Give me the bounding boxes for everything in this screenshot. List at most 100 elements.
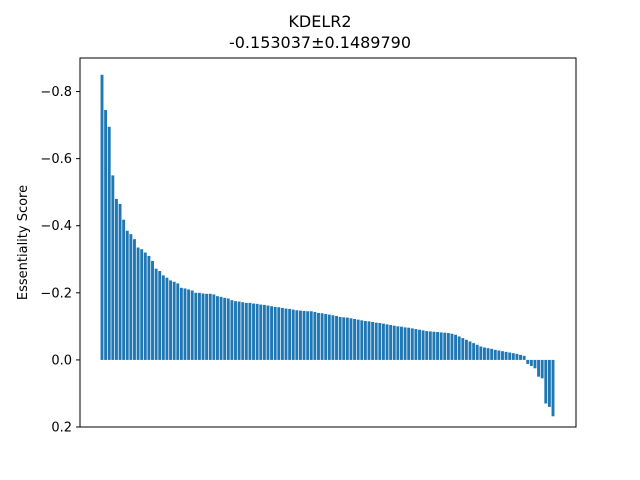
bar <box>154 268 158 360</box>
bar <box>187 289 191 360</box>
bar <box>504 351 508 360</box>
chart-title: KDELR2 <box>288 12 352 31</box>
bar <box>519 354 522 360</box>
bar <box>226 298 230 360</box>
bar <box>223 297 227 360</box>
plot-frame <box>79 57 577 428</box>
bar <box>270 306 274 360</box>
bar <box>493 349 497 360</box>
bar <box>457 336 461 360</box>
bar <box>299 310 302 360</box>
bar <box>378 323 382 360</box>
bar <box>446 333 450 360</box>
bar <box>259 304 263 360</box>
bar <box>255 303 259 360</box>
bar <box>219 296 223 360</box>
bar <box>309 311 313 360</box>
bar <box>111 175 115 360</box>
bar <box>324 313 328 360</box>
y-tick-label: −0.4 <box>40 219 72 234</box>
bar <box>216 296 219 360</box>
y-tick: −0.6 <box>40 152 80 167</box>
bar <box>414 329 418 360</box>
bar <box>342 317 346 360</box>
bar <box>400 326 403 360</box>
bar <box>320 313 324 360</box>
bar <box>450 333 454 360</box>
y-tick: −0.2 <box>40 286 80 301</box>
bar <box>392 325 396 360</box>
bar <box>529 359 533 366</box>
bar <box>176 283 180 360</box>
bar <box>197 292 201 360</box>
bar <box>468 341 472 360</box>
bar <box>508 352 512 360</box>
bar <box>277 307 281 360</box>
bar <box>374 322 378 360</box>
bar <box>129 234 133 360</box>
y-axis-label: Essentiality Score <box>16 185 31 300</box>
bar <box>381 323 385 360</box>
bar <box>537 359 541 377</box>
bars-group <box>100 74 555 417</box>
bar <box>533 359 537 369</box>
bar <box>526 359 530 364</box>
bar <box>248 302 252 360</box>
bar <box>161 275 165 360</box>
bar <box>439 332 443 360</box>
bar <box>118 203 122 360</box>
y-tick-label: −0.6 <box>40 152 72 167</box>
bar <box>205 293 209 360</box>
bar <box>483 347 486 360</box>
bar <box>114 198 118 360</box>
bar <box>295 310 299 360</box>
bar <box>165 277 169 360</box>
bar <box>107 126 111 360</box>
bar <box>306 311 310 360</box>
bar <box>244 302 248 360</box>
bar <box>486 348 490 360</box>
bar <box>475 344 479 360</box>
bar <box>540 359 544 379</box>
bar <box>262 304 266 360</box>
bar <box>551 359 555 417</box>
bar <box>345 317 349 360</box>
bar <box>501 351 504 360</box>
bar <box>454 334 458 360</box>
bar <box>266 305 270 360</box>
bar <box>472 343 476 360</box>
bar <box>273 306 277 360</box>
bar <box>143 252 147 360</box>
bar <box>490 348 494 360</box>
bar <box>349 318 353 360</box>
bar <box>403 327 407 360</box>
y-tick: −0.8 <box>40 85 80 100</box>
bar <box>169 280 172 360</box>
bar <box>133 239 136 360</box>
y-tick: 0.2 <box>51 421 80 436</box>
bar <box>335 315 338 360</box>
chart-subtitle: -0.153037±0.1489790 <box>228 33 412 52</box>
bar <box>547 359 551 407</box>
bar <box>331 315 335 360</box>
y-tick-label: 0.2 <box>51 421 72 436</box>
bar <box>241 302 245 360</box>
y-tick-label: −0.8 <box>40 85 72 100</box>
bar <box>544 359 548 404</box>
bar <box>291 309 295 360</box>
bar <box>353 318 357 360</box>
bar <box>389 325 393 360</box>
bar <box>284 308 288 360</box>
bar <box>327 314 331 360</box>
bar <box>172 281 176 360</box>
bar <box>234 301 237 360</box>
bar <box>367 321 371 360</box>
bar <box>371 322 375 360</box>
bar <box>464 339 468 360</box>
bar <box>122 219 126 360</box>
bar <box>418 329 421 360</box>
bar <box>385 324 389 360</box>
bar <box>522 355 526 360</box>
bar <box>356 319 360 360</box>
